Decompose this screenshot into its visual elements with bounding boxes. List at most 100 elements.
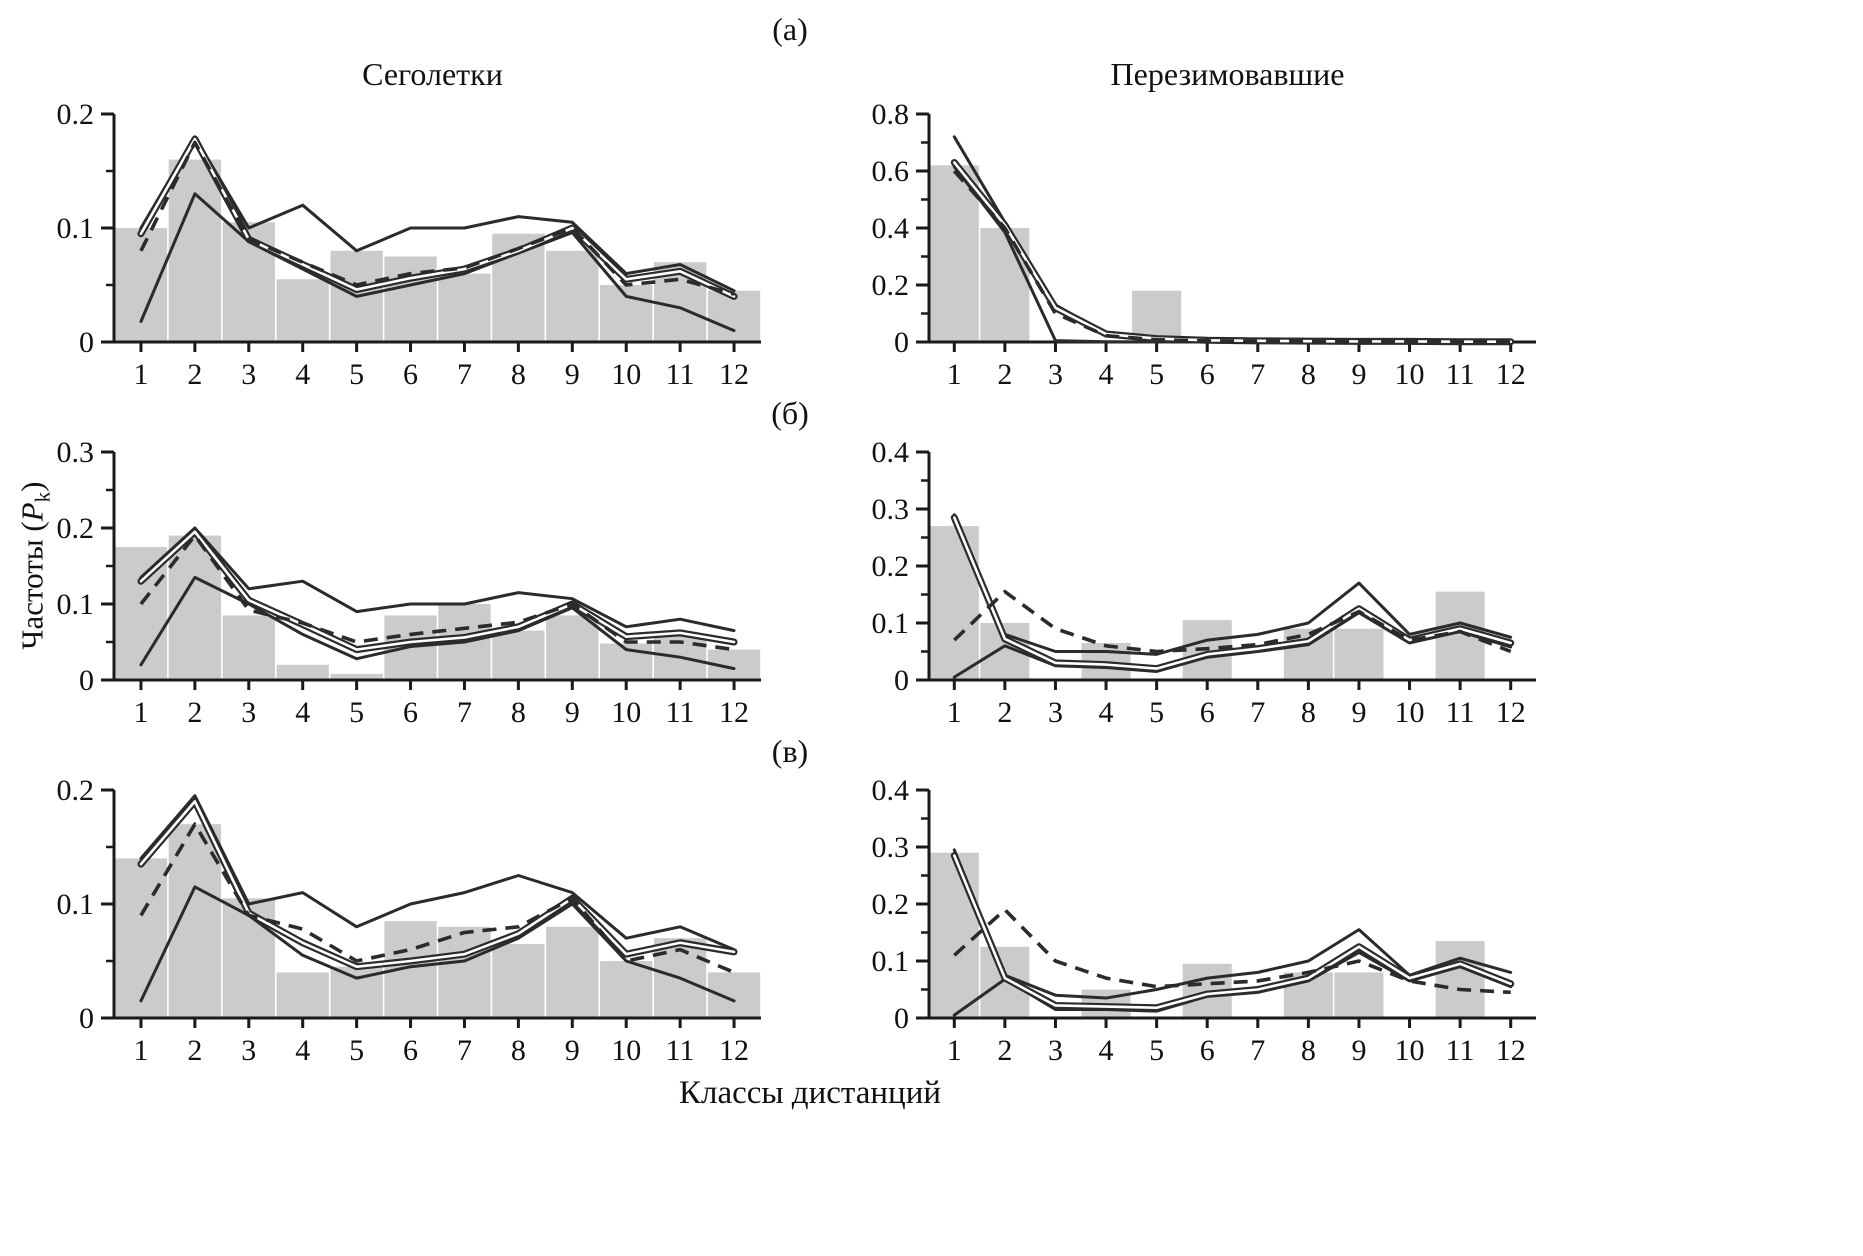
x-tick-label: 11	[1446, 696, 1475, 729]
lower-solid-line	[952, 950, 1513, 1017]
bar	[168, 159, 222, 342]
dashed-line	[952, 169, 1511, 344]
dashed-line	[953, 907, 1511, 995]
x-tick-label: 4	[295, 1034, 310, 1067]
x-tick-label: 10	[1395, 358, 1425, 391]
bar	[222, 615, 275, 680]
x-tick-label: 10	[611, 358, 641, 391]
upper-solid-line	[952, 135, 1513, 344]
bar	[438, 273, 491, 342]
bar	[600, 961, 653, 1018]
bar	[276, 972, 329, 1018]
y-tick-label: 0.1	[57, 588, 95, 621]
charts-row-b: 0 0.1 0.2 0.3 1 2 3 4 5 6 7 8 9 10 11 12 0 0.1 0.2 0.3 0.4 1…	[30, 438, 1550, 730]
lower-solid-line	[139, 192, 736, 333]
y-axis-label-subscript: k	[30, 491, 55, 503]
x-tick-label: 12	[1496, 696, 1526, 729]
x-tick-label: 1	[133, 696, 148, 729]
dashed-line	[139, 533, 735, 652]
bar	[492, 943, 545, 1018]
y-tick-label: 0	[894, 664, 909, 697]
bar	[1435, 941, 1485, 1018]
x-tick-label: 10	[1395, 696, 1425, 729]
main-solid-line-core	[139, 530, 736, 651]
bar	[546, 615, 599, 680]
x-tick-label: 1	[947, 358, 962, 391]
y-tick-label: 0.3	[872, 831, 910, 864]
bar	[546, 926, 599, 1018]
bar	[929, 165, 979, 342]
chart-v-right: 00.10.20.30.41 2 3 4 5 6 7 8 9 10 11 12	[872, 776, 1536, 1067]
x-tick-label: 10	[611, 1034, 641, 1067]
charts-row-a: 0 0.1 0.2 1 2 3 4 5 6 7 8 9 10 11 12 0 0.2 0.4 0.6 0.8 1 2 3 4…	[30, 100, 1550, 392]
y-tick-label: 0.2	[57, 512, 95, 545]
upper-solid-line	[139, 526, 736, 633]
x-tick-label: 4	[1099, 358, 1114, 391]
figure-body: (а) Сеголетки Перезимовавшие 0 0.1 0.2 1 2 3 4…	[30, 0, 1550, 1120]
x-tick-label: 3	[1048, 1034, 1063, 1067]
x-tick-label: 3	[1048, 696, 1063, 729]
y-tick-label: 0.6	[872, 155, 910, 188]
bar	[222, 898, 275, 1018]
x-tick-label: 9	[1351, 696, 1366, 729]
x-tick-label: 5	[1149, 696, 1164, 729]
x-tick-label: 11	[1446, 1034, 1475, 1067]
x-tick-label: 2	[997, 358, 1012, 391]
x-tick-label: 2	[997, 696, 1012, 729]
dashed-line	[139, 140, 735, 296]
y-tick-label: 0.1	[872, 945, 910, 978]
bar	[438, 926, 491, 1018]
y-tick-label: 0	[894, 1002, 909, 1035]
x-tick-label: 5	[1149, 1034, 1164, 1067]
chart-a-right: 00.20.40.60.81 2 3 4 5 6 7 8 9 10 11 12	[872, 100, 1536, 391]
bar	[929, 852, 979, 1018]
x-tick-label: 7	[457, 358, 472, 391]
y-tick-label: 0	[79, 1002, 94, 1035]
x-tick-label: 4	[1099, 1034, 1114, 1067]
x-tick-label: 2	[187, 358, 202, 391]
x-tick-label: 10	[1395, 1034, 1425, 1067]
column-title-left: Сеголетки	[362, 56, 503, 92]
x-tick-label: 6	[403, 696, 418, 729]
x-tick-label: 1	[947, 1034, 962, 1067]
lower-solid-line	[139, 885, 736, 1003]
x-tick-label: 11	[666, 696, 695, 729]
x-tick-label: 9	[565, 358, 580, 391]
bar	[1334, 628, 1384, 680]
upper-solid-line	[139, 794, 736, 952]
x-tick-label: 8	[1301, 696, 1316, 729]
x-tick-label: 3	[241, 1034, 256, 1067]
x-tick-label: 7	[457, 696, 472, 729]
y-tick-label: 0.2	[872, 269, 910, 302]
chart-v-left: 00.10.21 2 3 4 5 6 7 8 9 10 11 12	[57, 776, 761, 1067]
bar	[114, 858, 168, 1018]
x-tick-label: 8	[511, 696, 526, 729]
bar	[384, 256, 437, 342]
x-tick-label: 6	[1200, 1034, 1215, 1067]
panel-label-v: (в)	[771, 733, 809, 769]
bar	[492, 630, 545, 680]
x-tick-label: 11	[666, 1034, 695, 1067]
x-tick-label: 2	[187, 696, 202, 729]
main-solid-line-core	[952, 161, 1513, 344]
lower-solid-line	[952, 165, 1513, 344]
x-tick-label: 7	[1250, 696, 1265, 729]
chart-b-right: 00.10.20.30.41 2 3 4 5 6 7 8 9 10 11 12	[872, 438, 1536, 729]
x-tick-label: 5	[1149, 358, 1164, 391]
x-tick-label: 12	[719, 1034, 749, 1067]
bar	[707, 972, 761, 1018]
panel-label-b: (б)	[771, 395, 809, 431]
dashed-line	[953, 589, 1512, 654]
y-tick-label: 0.1	[57, 888, 95, 921]
main-solid-line-core	[952, 854, 1513, 1010]
x-tick-label: 3	[1048, 358, 1063, 391]
y-tick-label: 0.2	[872, 550, 910, 583]
y-tick-label: 0.3	[57, 438, 95, 469]
x-tick-label: 12	[1496, 358, 1526, 391]
x-tick-label: 8	[1301, 1034, 1316, 1067]
x-tick-label: 4	[1099, 696, 1114, 729]
x-tick-label: 4	[295, 358, 310, 391]
y-tick-label: 0	[79, 326, 94, 359]
x-tick-label: 2	[187, 1034, 202, 1067]
y-axis-label-suffix: )	[14, 481, 50, 492]
